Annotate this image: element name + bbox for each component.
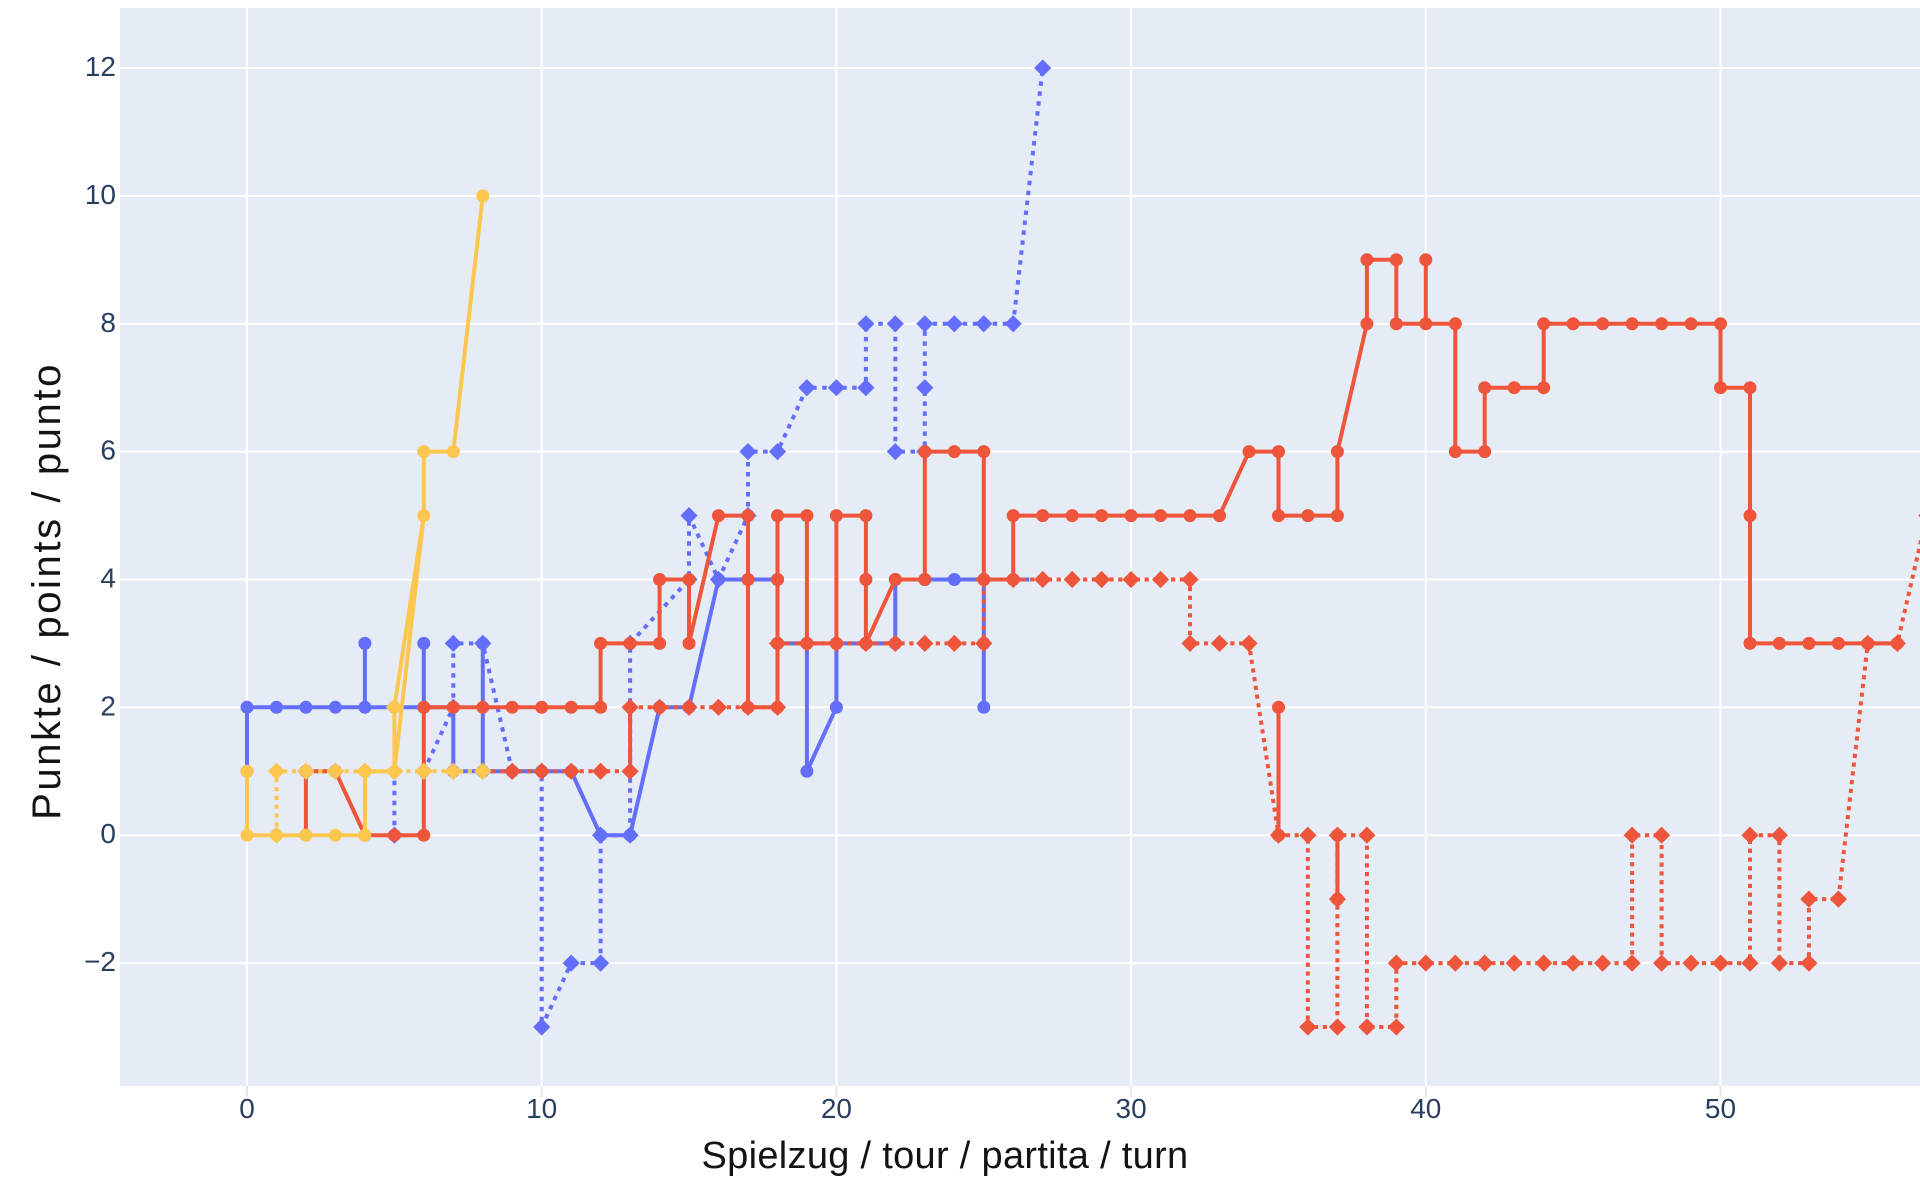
svg-text:Punkte / points / punto: Punkte / points / punto [25,362,69,820]
svg-text:12: 12 [85,51,116,82]
svg-text:0: 0 [100,818,116,849]
svg-text:10: 10 [526,1093,557,1124]
svg-text:40: 40 [1410,1093,1441,1124]
svg-text:2: 2 [100,690,116,721]
svg-text:30: 30 [1116,1093,1147,1124]
svg-text:Spielzug / tour / partita / tu: Spielzug / tour / partita / turn [702,1135,1189,1177]
svg-text:20: 20 [821,1093,852,1124]
svg-text:10: 10 [85,179,116,210]
svg-text:8: 8 [100,307,116,338]
svg-text:6: 6 [100,435,116,466]
svg-text:−2: −2 [84,946,116,977]
svg-text:0: 0 [239,1093,255,1124]
svg-text:50: 50 [1705,1093,1736,1124]
svg-text:4: 4 [100,563,116,594]
